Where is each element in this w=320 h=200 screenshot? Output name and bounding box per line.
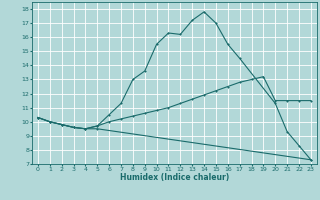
X-axis label: Humidex (Indice chaleur): Humidex (Indice chaleur) [120,173,229,182]
